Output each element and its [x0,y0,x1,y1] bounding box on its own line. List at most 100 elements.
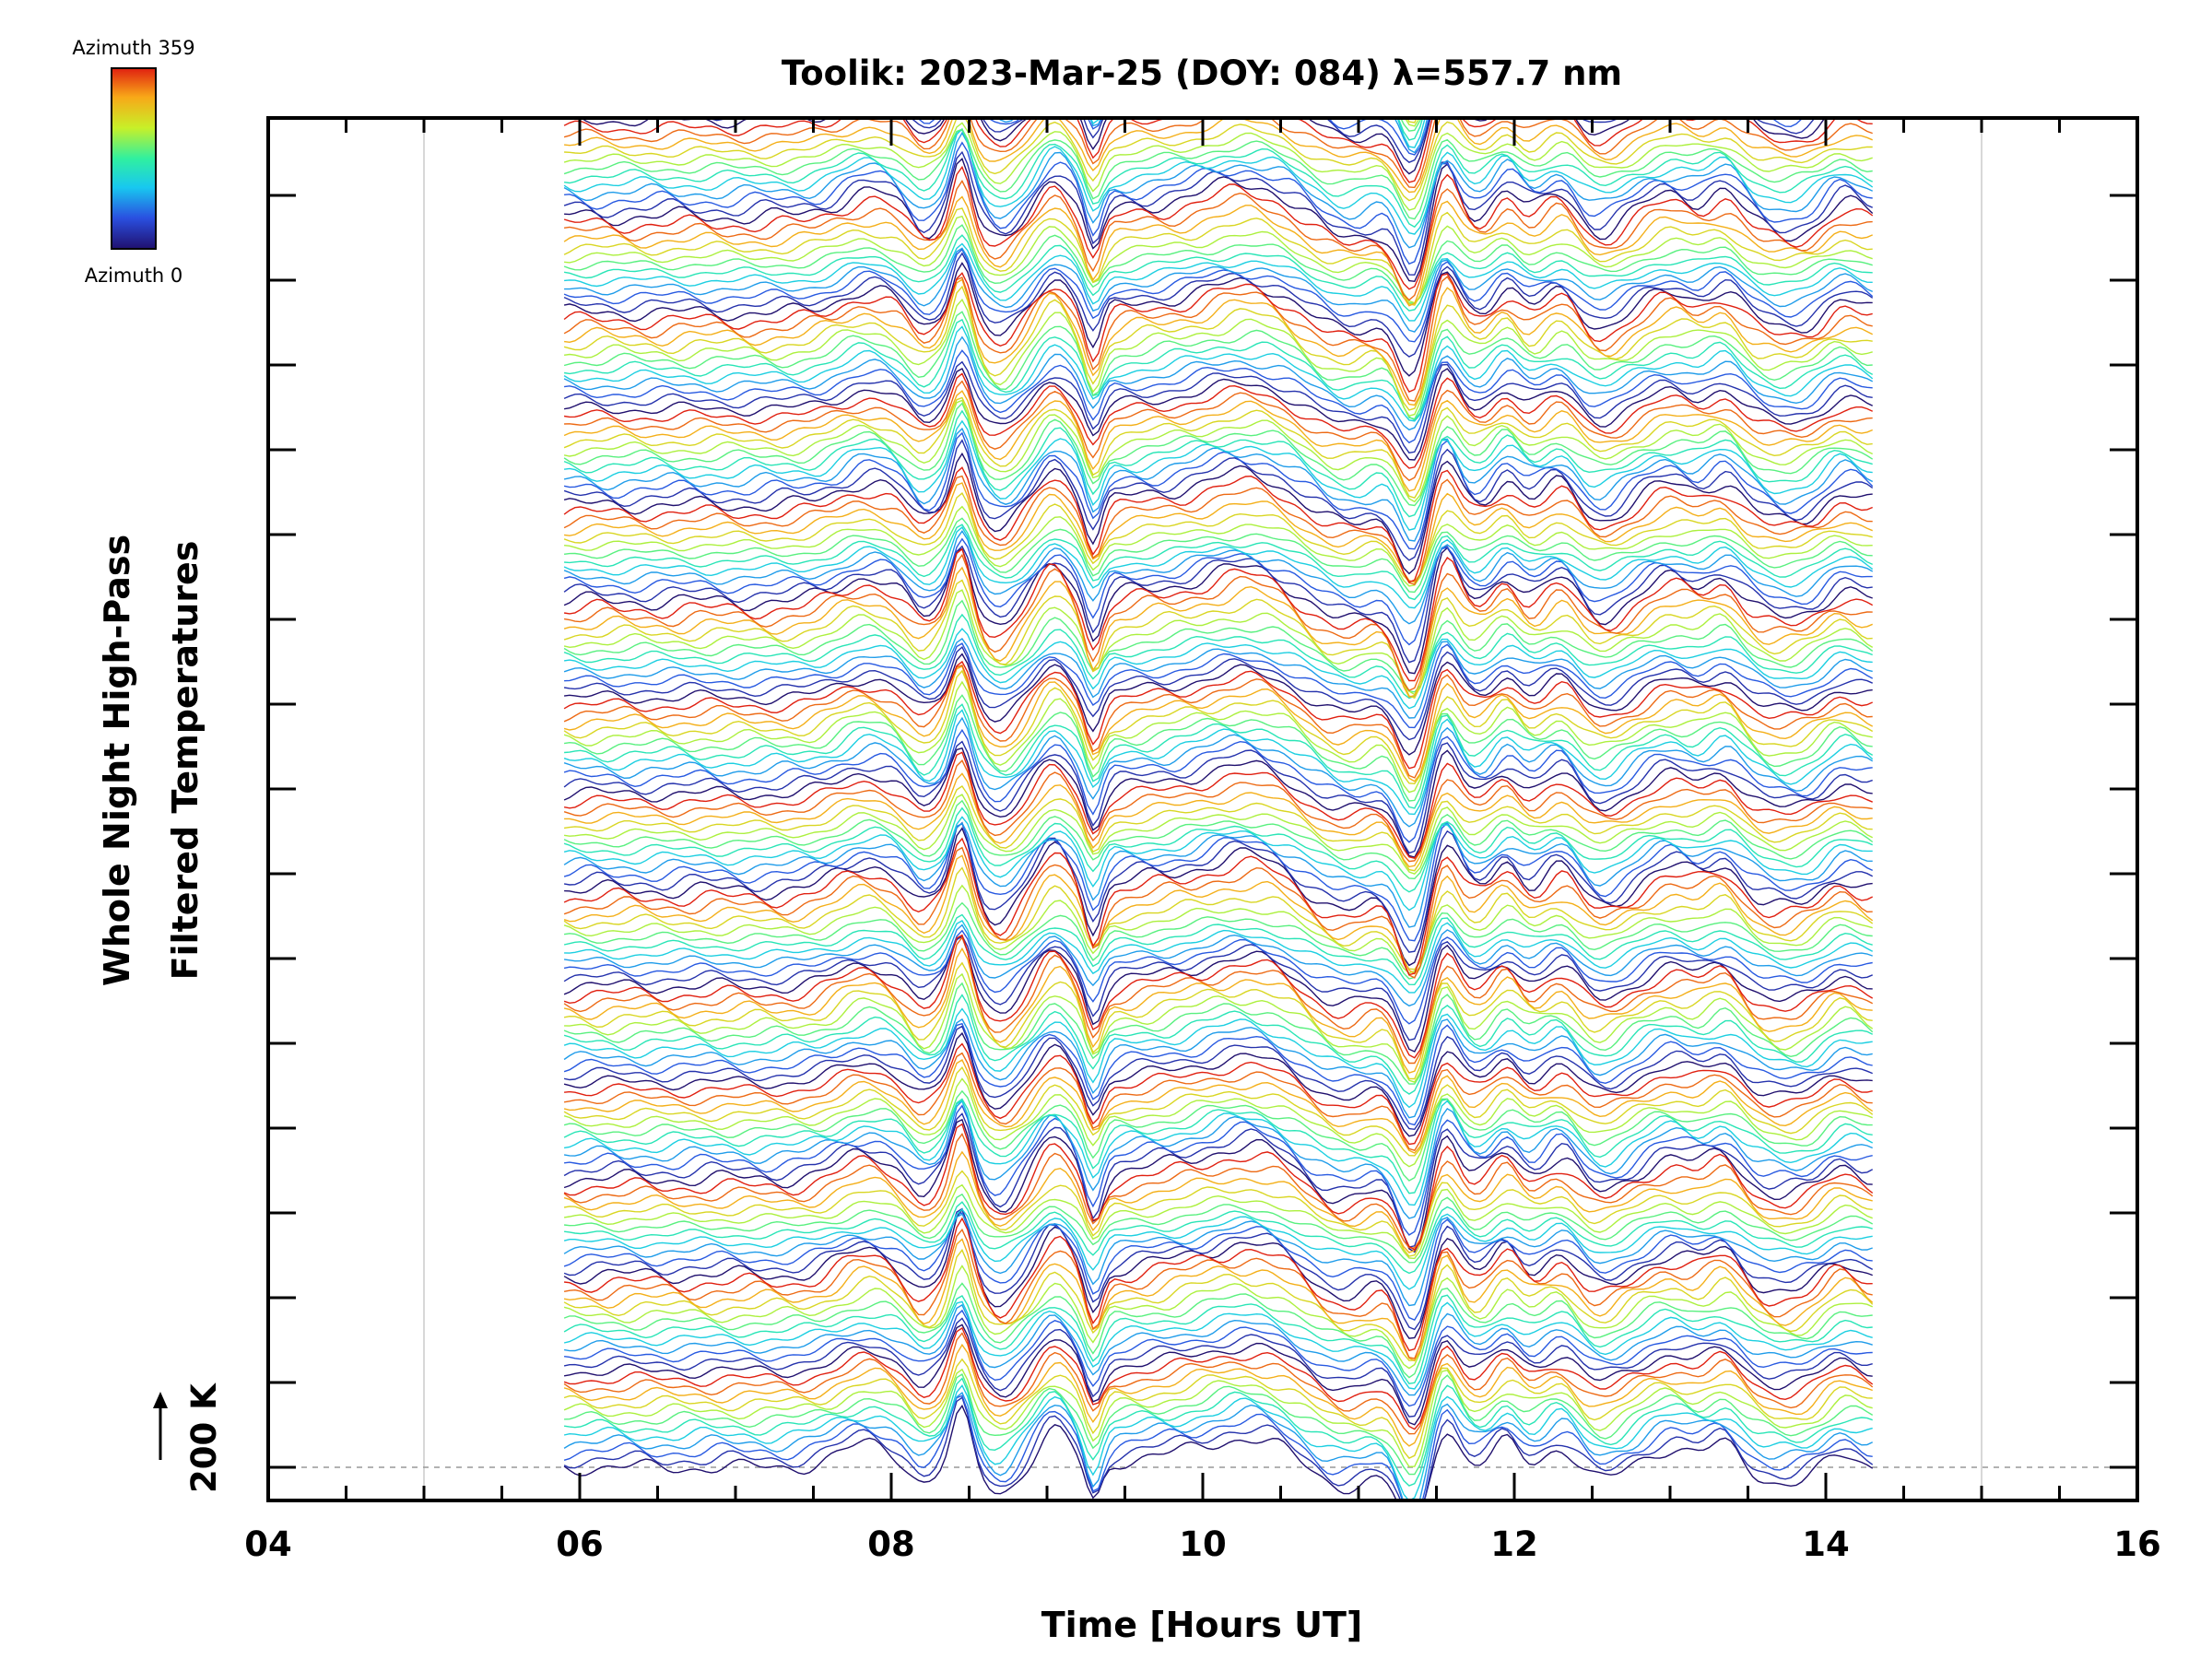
azimuth-trace [563,262,1873,377]
azimuth-trace [563,816,1873,912]
azimuth-trace [563,127,1874,235]
azimuth-trace [563,431,1874,550]
azimuth-trace [563,799,1874,880]
azimuth-trace [563,1343,1873,1447]
azimuth-trace [563,846,1873,979]
azimuth-trace [563,728,1873,843]
azimuth-trace [563,318,1874,421]
azimuth-trace [563,547,1874,682]
azimuth-trace [564,653,1873,756]
x-tick-label: 12 [1490,1524,1538,1564]
azimuth-trace [563,913,1873,986]
azimuth-trace [563,822,1873,928]
azimuth-trace [563,961,1873,1080]
azimuth-trace [563,150,1873,276]
y-axis-label-line2: Filtered Temperatures [165,541,206,981]
azimuth-trace [563,709,1874,816]
azimuth-trace [563,553,1873,691]
azimuth-trace [563,680,1873,794]
azimuth-trace [564,1193,1874,1264]
azimuth-trace [564,505,1873,587]
azimuth-trace [563,325,1874,422]
azimuth-trace [563,924,1873,1007]
azimuth-trace [563,360,1873,454]
azimuth-trace [563,234,1873,312]
azimuth-trace [563,1098,1873,1194]
azimuth-trace [563,854,1874,975]
azimuth-trace [564,1042,1873,1146]
azimuth-trace [563,492,1873,582]
azimuth-trace [563,1326,1874,1430]
azimuth-trace [563,884,1873,974]
azimuth-trace [563,934,1874,1059]
azimuth-trace [563,131,1873,249]
y-axis-label-line1: Whole Night High-Pass [97,535,137,986]
azimuth-trace [563,694,1873,802]
azimuth-trace [564,785,1873,872]
azimuth-trace [563,747,1873,858]
grid-layer [268,118,2137,1500]
azimuth-trace [563,1208,1873,1339]
azimuth-trace [563,1025,1873,1131]
azimuth-trace [563,118,1873,183]
azimuth-trace [563,180,1873,301]
azimuth-trace [563,821,1874,953]
azimuth-trace [563,526,1874,609]
azimuth-trace [563,1238,1874,1362]
azimuth-trace [563,936,1873,1053]
azimuth-trace [563,1332,1874,1435]
x-tick-label: 16 [2113,1524,2161,1564]
azimuth-trace [564,1372,1874,1476]
azimuth-trace [563,613,1873,700]
azimuth-trace [563,1294,1873,1384]
azimuth-trace [563,1022,1873,1126]
azimuth-trace [563,118,1873,189]
azimuth-trace [563,547,1873,675]
azimuth-trace [563,276,1873,402]
azimuth-trace [563,751,1873,859]
azimuth-trace [564,349,1873,444]
azimuth-trace [564,419,1873,531]
azimuth-trace [563,947,1873,1074]
trace-layer [563,118,1874,1500]
azimuth-trace [563,1112,1874,1248]
azimuth-trace [563,1248,1874,1361]
azimuth-trace [564,703,1874,809]
azimuth-trace [563,545,1873,664]
azimuth-trace [564,158,1874,283]
azimuth-trace [563,1183,1873,1260]
azimuth-trace [563,1207,1874,1331]
azimuth-trace [563,311,1873,420]
x-axis-label: Time [Hours UT] [1041,1605,1363,1645]
azimuth-trace [564,129,1873,229]
azimuth-trace [563,1282,1873,1379]
azimuth-trace [563,638,1873,719]
azimuth-trace [563,195,1873,307]
azimuth-trace [563,665,1874,782]
azimuth-trace [563,1384,1873,1500]
azimuth-trace [564,247,1873,333]
colorbar [111,67,157,250]
azimuth-trace [563,122,1873,211]
azimuth-trace [563,1170,1873,1257]
azimuth-trace [563,252,1874,358]
plot-frame [266,116,2139,1502]
azimuth-trace [563,1404,1874,1500]
azimuth-trace [563,589,1874,696]
azimuth-trace [563,402,1874,507]
azimuth-trace [563,224,1873,304]
azimuth-trace [563,645,1873,741]
azimuth-trace [563,669,1874,785]
azimuth-trace [563,1066,1874,1157]
scale-bar-label: 200 K [184,1382,224,1493]
azimuth-trace [563,1391,1874,1500]
azimuth-trace [564,1217,1873,1352]
azimuth-trace [563,530,1874,625]
chart-title: Toolik: 2023-Mar-25 (DOY: 084) λ=557.7 n… [782,53,1622,93]
x-tick-label: 10 [1179,1524,1227,1564]
azimuth-trace [563,248,1874,343]
azimuth-trace [563,866,1874,971]
azimuth-trace [563,716,1874,828]
azimuth-trace [564,118,1873,202]
azimuth-trace [563,537,1873,646]
